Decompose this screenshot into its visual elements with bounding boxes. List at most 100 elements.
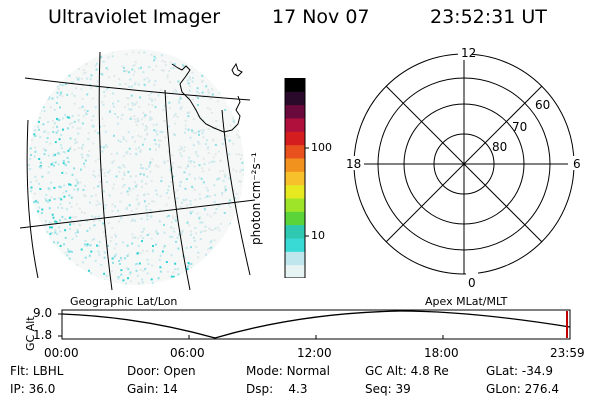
emission-pixel	[226, 275, 229, 277]
emission-pixel	[210, 262, 213, 265]
emission-pixel	[174, 88, 177, 91]
emission-pixel	[73, 102, 76, 105]
emission-pixel	[80, 88, 83, 91]
emission-pixel	[118, 78, 121, 81]
emission-pixel	[164, 136, 167, 139]
emission-pixel	[51, 272, 54, 275]
emission-pixel	[232, 238, 235, 241]
emission-pixel	[72, 81, 75, 84]
emission-pixel	[101, 168, 104, 171]
emission-pixel	[113, 74, 116, 77]
emission-pixel	[223, 243, 226, 246]
emission-pixel	[136, 117, 139, 120]
emission-pixel	[239, 276, 242, 279]
emission-pixel	[139, 252, 142, 255]
emission-pixel	[46, 87, 49, 90]
emission-pixel	[210, 160, 213, 163]
emission-pixel	[29, 252, 32, 255]
emission-pixel	[40, 232, 43, 235]
emission-pixel	[62, 52, 65, 55]
emission-pixel	[34, 150, 37, 153]
emission-pixel	[33, 99, 36, 102]
emission-pixel	[182, 64, 185, 67]
emission-pixel	[30, 110, 33, 113]
emission-pixel	[228, 60, 231, 63]
emission-pixel	[209, 247, 212, 250]
emission-pixel	[154, 57, 157, 60]
emission-pixel	[38, 270, 41, 273]
emission-pixel	[77, 132, 80, 135]
emission-pixel	[135, 124, 138, 127]
emission-pixel	[88, 150, 91, 152]
emission-pixel	[211, 111, 214, 114]
emission-pixel	[97, 185, 100, 188]
emission-pixel	[195, 151, 198, 154]
emission-pixel	[169, 61, 172, 64]
emission-pixel	[149, 164, 151, 166]
emission-pixel	[107, 222, 110, 224]
emission-pixel	[129, 280, 132, 283]
emission-pixel	[205, 263, 208, 266]
emission-pixel	[50, 196, 53, 199]
emission-pixel	[206, 213, 209, 216]
emission-pixel	[127, 170, 130, 173]
emission-pixel	[131, 85, 134, 88]
emission-pixel	[36, 53, 39, 56]
emission-pixel	[40, 59, 43, 62]
emission-pixel	[34, 135, 37, 137]
emission-pixel	[242, 56, 244, 59]
emission-pixel	[90, 53, 93, 55]
emission-pixel	[123, 257, 126, 260]
emission-pixel	[134, 81, 137, 84]
emission-pixel	[72, 222, 75, 225]
emission-pixel	[163, 161, 166, 164]
emission-pixel	[176, 115, 179, 118]
emission-pixel	[243, 168, 244, 171]
emission-pixel	[103, 172, 106, 175]
emission-pixel	[63, 151, 66, 154]
emission-pixel	[194, 152, 197, 155]
emission-pixel	[127, 103, 130, 106]
emission-pixel	[150, 215, 153, 218]
emission-pixel	[125, 140, 128, 143]
emission-pixel	[53, 198, 56, 201]
emission-pixel	[48, 165, 50, 168]
emission-pixel	[191, 210, 194, 213]
emission-pixel	[95, 204, 98, 207]
emission-pixel	[206, 61, 209, 64]
emission-pixel	[42, 86, 45, 89]
emission-pixel	[219, 272, 222, 275]
emission-pixel	[128, 108, 131, 111]
emission-pixel	[146, 272, 149, 275]
emission-pixel	[130, 220, 133, 223]
emission-pixel	[33, 92, 36, 95]
emission-pixel	[186, 164, 189, 167]
emission-pixel	[71, 115, 74, 117]
emission-pixel	[188, 264, 191, 266]
emission-pixel	[80, 168, 82, 171]
emission-pixel	[155, 193, 158, 196]
emission-pixel	[93, 56, 96, 58]
emission-pixel	[46, 230, 49, 233]
emission-pixel	[71, 173, 74, 176]
emission-pixel	[243, 100, 244, 103]
emission-pixel	[154, 243, 157, 246]
emission-pixel	[117, 220, 120, 223]
emission-pixel	[149, 116, 152, 119]
emission-pixel	[108, 194, 111, 197]
emission-pixel	[95, 276, 97, 279]
emission-pixel	[129, 272, 132, 275]
emission-pixel	[36, 57, 39, 60]
emission-pixel	[167, 189, 170, 192]
emission-pixel	[135, 153, 138, 156]
emission-pixel	[143, 51, 146, 54]
colorbar-band	[285, 198, 305, 212]
status-flt-key: Flt:	[10, 364, 29, 378]
emission-pixel	[107, 76, 110, 79]
emission-pixel	[106, 68, 109, 71]
emission-pixel	[86, 77, 89, 80]
emission-pixel	[179, 107, 182, 110]
emission-pixel	[212, 263, 215, 266]
emission-pixel	[93, 125, 95, 128]
emission-pixel	[167, 214, 170, 217]
